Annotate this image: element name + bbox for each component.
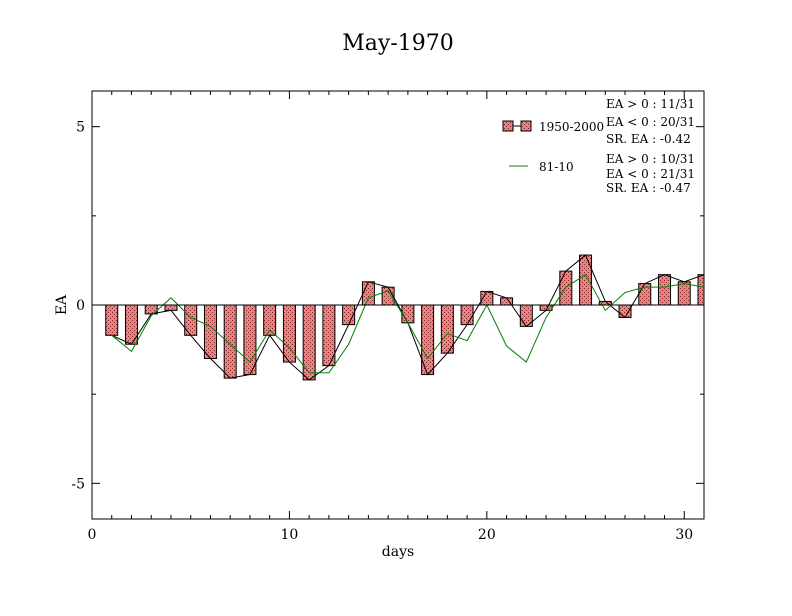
stat-1950-2000-ea-pos: EA > 0 : 11/31 [606, 97, 695, 111]
x-tick-label-10: 10 [281, 527, 299, 543]
y-tick-label-0: 0 [76, 298, 85, 314]
stat-81-10-sr: SR. EA : -0.47 [606, 181, 691, 195]
bar-day-7 [223, 304, 237, 379]
bar-day-18 [440, 304, 454, 354]
bar-day-25 [579, 254, 593, 306]
bar-day-11 [302, 304, 316, 381]
legend-label-81-10: 81-10 [539, 160, 574, 174]
bar-day-29 [658, 274, 672, 306]
stat-1950-2000-ea-neg: EA < 0 : 20/31 [606, 115, 695, 129]
series-line-81-10 [111, 273, 705, 374]
bar-day-30 [677, 281, 691, 306]
stat-81-10-ea-pos: EA > 0 : 10/31 [606, 152, 695, 166]
x-tick-label-0: 0 [88, 527, 97, 543]
y-axis-label: EA [54, 294, 70, 315]
bar-day-4 [164, 304, 178, 311]
bar-day-16 [401, 304, 415, 324]
bar-day-15 [381, 286, 395, 306]
y-tick-label-5: 5 [76, 120, 85, 136]
legend-swatch-1950-2000-right [520, 120, 532, 132]
bar-day-1 [105, 304, 119, 336]
legend-label-1950-2000: 1950-2000 [539, 120, 604, 134]
bar-day-14 [361, 281, 375, 306]
stat-81-10-ea-neg: EA < 0 : 21/31 [606, 167, 695, 181]
stat-1950-2000-sr: SR. EA : -0.42 [606, 132, 691, 146]
bar-day-31 [697, 274, 705, 306]
x-tick-label-20: 20 [478, 527, 496, 543]
y-tick-label--5: -5 [71, 476, 85, 492]
x-tick-label-30: 30 [675, 527, 693, 543]
bar-day-8 [243, 304, 257, 376]
bar-day-19 [460, 304, 474, 326]
x-axis-label: days [382, 544, 414, 560]
chart-title: May-1970 [342, 31, 454, 56]
legend-swatch-1950-2000-left [502, 120, 514, 132]
bar-day-6 [203, 304, 217, 359]
legend: 1950-2000 81-10 EA > 0 : 11/31 EA < 0 : … [502, 97, 695, 195]
